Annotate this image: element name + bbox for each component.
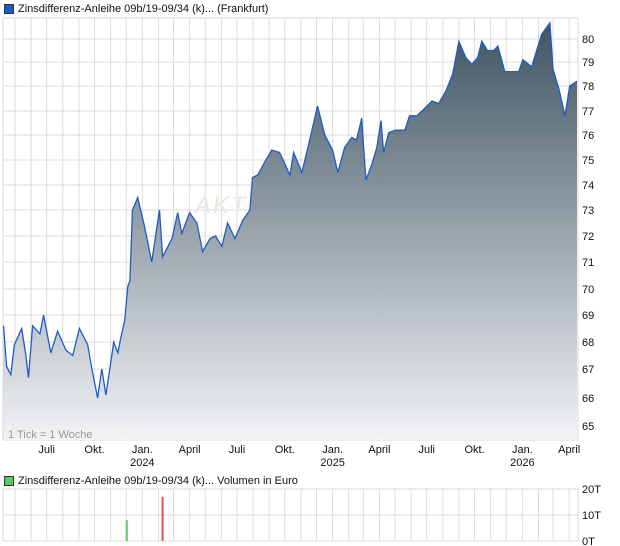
x-tick-year: 2024 [130, 457, 154, 469]
y-tick-label: 69 [582, 310, 594, 322]
watermark: AKTI [193, 192, 256, 219]
x-tick-year: 2026 [510, 457, 534, 469]
y-tick-label: 74 [582, 180, 594, 192]
x-tick-year: 2025 [320, 457, 344, 469]
x-tick-label: Jan. [512, 444, 533, 456]
volume-bar [125, 520, 128, 541]
x-tick-label: April [558, 444, 580, 456]
volume-legend-swatch [4, 476, 14, 486]
y-tick-label: 70 [582, 284, 594, 296]
x-tick-label: Juli [229, 444, 246, 456]
volume-legend-label: Zinsdifferenz-Anleihe 09b/19-09/34 (k)..… [18, 475, 298, 487]
price-legend-swatch [4, 4, 14, 14]
x-tick-label: April [179, 444, 201, 456]
x-tick-label: Jan. [322, 444, 343, 456]
y-tick-label: 65 [582, 421, 594, 433]
y-tick-label: 76 [582, 130, 594, 142]
y-tick-label: 67 [582, 364, 594, 376]
price-legend-label: Zinsdifferenz-Anleihe 09b/19-09/34 (k)..… [18, 3, 269, 15]
y-tick-label: 77 [582, 106, 594, 118]
x-tick-label: Okt. [275, 444, 295, 456]
y-tick-label: 75 [582, 155, 594, 167]
y-tick-label: 72 [582, 231, 594, 243]
volume-legend: Zinsdifferenz-Anleihe 09b/19-09/34 (k)..… [4, 475, 298, 487]
x-tick-label: April [368, 444, 390, 456]
y-tick-label: 78 [582, 81, 594, 93]
x-tick-label: Juli [418, 444, 435, 456]
x-tick-label: Okt. [464, 444, 484, 456]
x-tick-label: Okt. [84, 444, 104, 456]
price-y-axis: 65 66 67 68 69 70 71 72 73 74 75 76 77 78 79 80 [582, 34, 594, 433]
volume-bar [161, 496, 164, 541]
volume-y-axis: 0T 10T 20T [582, 484, 601, 546]
tick-note: 1 Tick = 1 Woche [8, 429, 92, 441]
y-tick-label: 66 [582, 393, 594, 405]
volume-y-tick-label: 20T [582, 484, 601, 496]
y-tick-label: 68 [582, 337, 594, 349]
volume-y-tick-label: 10T [582, 510, 601, 522]
price-legend: Zinsdifferenz-Anleihe 09b/19-09/34 (k)..… [4, 3, 268, 15]
y-tick-label: 73 [582, 205, 594, 217]
x-tick-label: Juli [38, 444, 55, 456]
y-tick-label: 80 [582, 34, 594, 46]
volume-bars [125, 496, 164, 541]
price-line [2, 21, 578, 399]
volume-grid [2, 488, 579, 542]
y-tick-label: 79 [582, 57, 594, 69]
y-tick-label: 71 [582, 257, 594, 269]
price-area [3, 22, 577, 441]
x-tick-label: Jan. [132, 444, 153, 456]
volume-y-tick-label: 0T [582, 536, 595, 546]
